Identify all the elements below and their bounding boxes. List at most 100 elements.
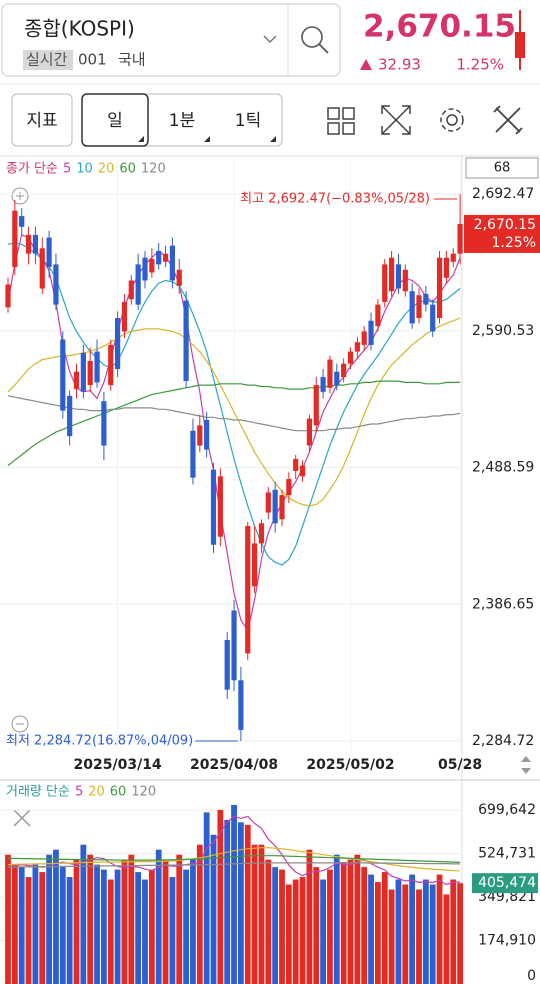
ma-line — [7, 380, 461, 467]
volume-bar — [429, 884, 436, 984]
candle-body — [39, 248, 45, 289]
volume-bar — [73, 859, 80, 984]
legend-entry: 10 — [76, 162, 93, 177]
candle-body — [87, 360, 93, 386]
search-icon[interactable] — [301, 26, 329, 54]
legend-label: 종가 단순 — [6, 162, 58, 177]
layout-icon[interactable] — [327, 107, 355, 135]
legend-entry: 60 — [119, 162, 136, 177]
period-button[interactable] — [81, 93, 149, 147]
change: 32.93 — [378, 56, 421, 74]
zoom-in-icon[interactable] — [11, 187, 29, 205]
legend-entry: 120 — [141, 162, 166, 177]
candle-body — [190, 430, 196, 478]
legend-entry: 120 — [131, 785, 156, 800]
scroll-arrows[interactable] — [521, 756, 531, 774]
volume-bar — [258, 844, 265, 984]
candle-body — [436, 257, 443, 319]
candle-body — [238, 680, 244, 730]
realtime-tag — [23, 50, 73, 70]
candle-body — [430, 304, 436, 332]
candle-body — [204, 420, 210, 450]
volume-bar — [224, 819, 231, 984]
volume-bar — [265, 859, 272, 984]
candle-body — [293, 458, 299, 471]
candle-body — [443, 257, 449, 278]
ma-line — [7, 395, 461, 432]
volume-bar — [327, 869, 333, 984]
candle-body — [361, 331, 367, 345]
candle-body — [252, 543, 258, 587]
volume-bar — [176, 854, 183, 984]
candle-body — [320, 377, 326, 392]
candle-body — [101, 401, 107, 446]
volume-bar — [39, 872, 46, 984]
candle-body — [32, 234, 38, 254]
current-volume: 405,474 — [478, 875, 536, 891]
y-tick-label: 2,692.47 — [472, 186, 534, 202]
tick-button[interactable]: 1틱 — [235, 111, 261, 131]
market: 국내 — [118, 51, 146, 69]
volume-bar — [231, 804, 237, 984]
close-icon[interactable] — [13, 809, 31, 827]
candle-body — [272, 489, 278, 524]
volume-bar — [217, 809, 224, 984]
candle-body — [210, 469, 217, 545]
candle-body — [142, 257, 148, 281]
zoom-out-icon[interactable] — [11, 715, 29, 733]
volume-bar — [66, 877, 73, 984]
volume-bar — [46, 854, 52, 984]
legend-entry: 60 — [110, 785, 127, 800]
candle-body — [169, 245, 175, 281]
candle-body — [286, 479, 292, 496]
candle-body — [354, 342, 360, 352]
volume-bar — [436, 874, 443, 984]
volume-bar — [59, 867, 66, 984]
volume-bar — [251, 844, 258, 984]
minute-button[interactable]: 1분 — [169, 111, 195, 131]
candle-body — [334, 371, 340, 386]
symbol-box[interactable] — [1, 3, 341, 77]
candle-body — [416, 295, 422, 319]
candle-body — [423, 293, 429, 305]
volume-bar — [11, 864, 18, 984]
volume-bar — [53, 849, 59, 984]
volume-bar — [244, 824, 251, 984]
fullscreen-icon[interactable] — [381, 105, 411, 135]
settings-icon[interactable] — [440, 108, 464, 132]
tools-icon[interactable] — [493, 105, 523, 135]
volume-bar — [80, 844, 87, 984]
candle-body — [176, 269, 182, 286]
volume-bar — [416, 889, 422, 984]
candle-body — [395, 264, 402, 289]
candle-body — [128, 280, 134, 300]
corner-mark — [204, 136, 210, 142]
last-price-box — [464, 214, 540, 253]
volume-bar — [381, 872, 388, 984]
volume-bar — [443, 894, 450, 984]
legend-entry: 20 — [98, 162, 115, 177]
volume-bar — [347, 859, 354, 984]
candle-body — [265, 492, 271, 513]
dropdown-icon[interactable] — [263, 35, 277, 44]
y-tick-label: 524,731 — [478, 845, 536, 861]
volume-bar — [87, 854, 94, 984]
legend-label: 거래량 단순 — [6, 785, 70, 800]
y-tick-label: 699,642 — [478, 802, 536, 818]
indicator-button[interactable] — [11, 93, 73, 147]
candle-body — [341, 363, 347, 378]
volume-bar — [422, 879, 429, 984]
candle-body — [409, 291, 415, 324]
volume-bar — [306, 849, 313, 984]
volume-bar — [210, 834, 217, 984]
volume-bar — [375, 882, 381, 984]
volume-bar — [190, 859, 196, 984]
y-tick-label: 0 — [527, 968, 536, 984]
candle-body — [306, 418, 312, 446]
candle-body — [375, 304, 381, 327]
volume-bar — [128, 854, 135, 984]
symbol-title: 종합(KOSPI) — [24, 17, 135, 41]
up-arrow — [360, 59, 372, 70]
volume-bar — [272, 867, 279, 984]
